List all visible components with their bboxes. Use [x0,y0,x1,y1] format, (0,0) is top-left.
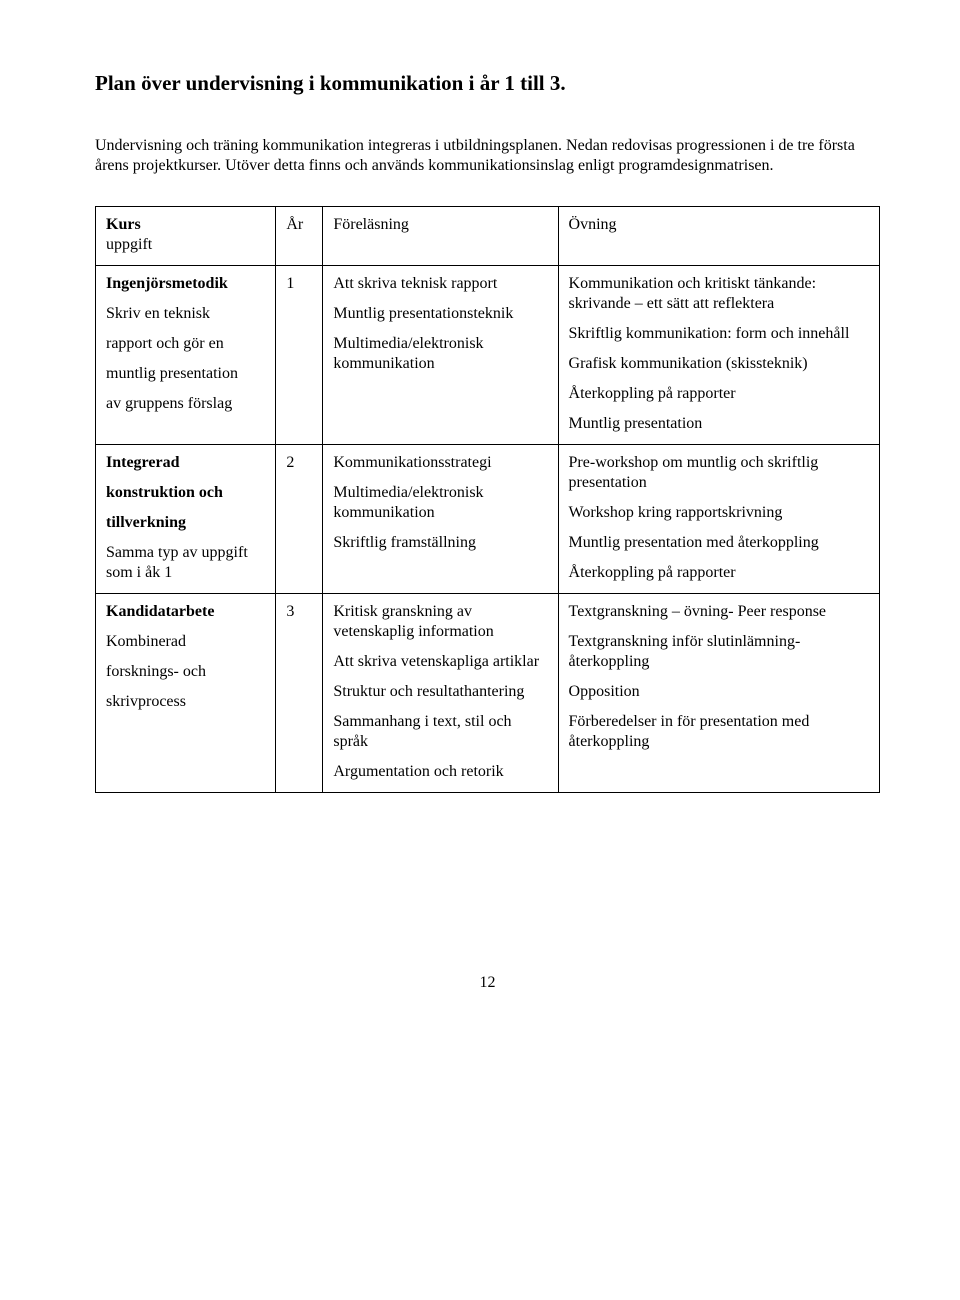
kurs-line: Skriv en teknisk [106,304,265,324]
kurs-line: av gruppens förslag [106,394,265,414]
kurs-title: Ingenjörsmetodik [106,274,265,294]
table-row: Kandidatarbete Kombinerad forsknings- oc… [96,594,880,793]
ovning-item: Textgranskning – övning- Peer response [569,602,869,622]
kurs-line: Kombinerad [106,632,265,652]
col-header-ovning: Övning [558,207,879,266]
kurs-line: Samma typ av uppgift som i åk 1 [106,543,265,583]
cell-ar: 3 [276,594,323,793]
ovning-item: Muntlig presentation med återkoppling [569,533,869,553]
kurs-line: rapport och gör en [106,334,265,354]
kurs-title: tillverkning [106,513,265,533]
cell-ar: 2 [276,445,323,594]
page-number: 12 [95,973,880,993]
forelasning-item: Kommunikationsstrategi [333,453,547,473]
ovning-item: Workshop kring rapportskrivning [569,503,869,523]
table-row: Ingenjörsmetodik Skriv en teknisk rappor… [96,266,880,445]
curriculum-table: Kurs uppgift År Föreläsning Övning Ingen… [95,206,880,793]
page-title: Plan över undervisning i kommunikation i… [95,70,880,96]
col-header-forelasning: Föreläsning [323,207,558,266]
ovning-item: Textgranskning inför slutinlämning- åter… [569,632,869,672]
cell-forelasning: Kritisk granskning av vetenskaplig infor… [323,594,558,793]
intro-paragraph: Undervisning och träning kommunikation i… [95,136,880,176]
cell-ar: 1 [276,266,323,445]
table-header-row: Kurs uppgift År Föreläsning Övning [96,207,880,266]
ovning-item: Opposition [569,682,869,702]
kurs-title: Integrerad [106,453,265,473]
ovning-item: Skriftlig kommunikation: form och innehå… [569,324,869,344]
forelasning-item: Muntlig presentationsteknik [333,304,547,324]
header-kurs-sub: uppgift [106,235,265,255]
kurs-line: forsknings- och [106,662,265,682]
ovning-item: Kommunikation och kritiskt tänkande: skr… [569,274,869,314]
kurs-line: muntlig presentation [106,364,265,384]
col-header-ar: År [276,207,323,266]
forelasning-item: Multimedia/elektronisk kommunikation [333,334,547,374]
cell-forelasning: Kommunikationsstrategi Multimedia/elektr… [323,445,558,594]
ovning-item: Muntlig presentation [569,414,869,434]
cell-forelasning: Att skriva teknisk rapport Muntlig prese… [323,266,558,445]
ovning-item: Återkoppling på rapporter [569,384,869,404]
ovning-item: Grafisk kommunikation (skissteknik) [569,354,869,374]
forelasning-item: Skriftlig framställning [333,533,547,553]
kurs-line: skrivprocess [106,692,265,712]
cell-kurs: Integrerad konstruktion och tillverkning… [96,445,276,594]
forelasning-item: Att skriva vetenskapliga artiklar [333,652,547,672]
kurs-title: Kandidatarbete [106,602,265,622]
kurs-title: konstruktion och [106,483,265,503]
cell-ovning: Textgranskning – övning- Peer response T… [558,594,879,793]
table-row: Integrerad konstruktion och tillverkning… [96,445,880,594]
forelasning-item: Att skriva teknisk rapport [333,274,547,294]
cell-ovning: Pre-workshop om muntlig och skriftlig pr… [558,445,879,594]
cell-ovning: Kommunikation och kritiskt tänkande: skr… [558,266,879,445]
ovning-item: Förberedelser in för presentation med åt… [569,712,869,752]
ovning-item: Återkoppling på rapporter [569,563,869,583]
col-header-kurs: Kurs uppgift [96,207,276,266]
ovning-item: Pre-workshop om muntlig och skriftlig pr… [569,453,869,493]
forelasning-item: Sammanhang i text, stil och språk [333,712,547,752]
forelasning-item: Struktur och resultathantering [333,682,547,702]
forelasning-item: Argumentation och retorik [333,762,547,782]
forelasning-item: Multimedia/elektronisk kommunikation [333,483,547,523]
cell-kurs: Ingenjörsmetodik Skriv en teknisk rappor… [96,266,276,445]
header-kurs-bold: Kurs [106,215,265,235]
forelasning-item: Kritisk granskning av vetenskaplig infor… [333,602,547,642]
cell-kurs: Kandidatarbete Kombinerad forsknings- oc… [96,594,276,793]
